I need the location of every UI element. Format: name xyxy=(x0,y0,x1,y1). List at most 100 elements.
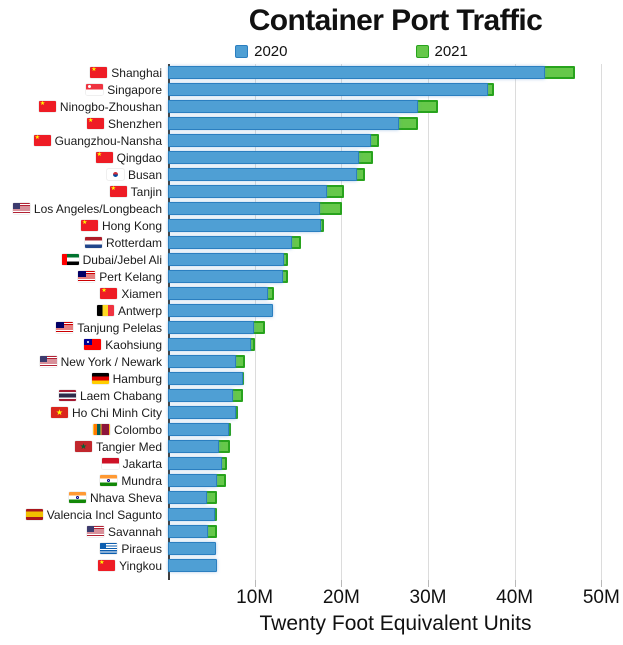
port-name: Shanghai xyxy=(111,65,162,80)
port-label: Ho Chi Minh City xyxy=(0,404,168,421)
bar-cell xyxy=(168,200,623,217)
bar-cell xyxy=(168,183,623,200)
legend-item-2020: 2020 xyxy=(235,42,288,60)
chart-row: Savannah xyxy=(0,523,623,540)
bar-cell xyxy=(168,506,623,523)
port-label: Pert Kelang xyxy=(0,268,168,285)
bar-2020 xyxy=(168,202,320,215)
legend-label-2020: 2020 xyxy=(254,42,288,60)
port-label: Valencia Incl Sagunto xyxy=(0,506,168,523)
chart-row: Piraeus xyxy=(0,540,623,557)
chart-row: Nhava Sheva xyxy=(0,489,623,506)
flag-cn-icon xyxy=(86,118,104,129)
port-name: Busan xyxy=(127,167,162,182)
port-label: Tanjin xyxy=(0,183,168,200)
port-name: Piraeus xyxy=(121,541,162,556)
port-label: Xiamen xyxy=(0,285,168,302)
chart-row: Kaohsiung xyxy=(0,336,623,353)
bar-2020 xyxy=(168,100,418,113)
bar-cell xyxy=(168,540,623,557)
port-label: Hamburg xyxy=(0,370,168,387)
bar-cell xyxy=(168,251,623,268)
flag-cn-icon xyxy=(38,101,56,112)
flag-my-icon xyxy=(78,271,96,282)
port-label: Piraeus xyxy=(0,540,168,557)
port-label: Savannah xyxy=(0,523,168,540)
flag-cn-icon xyxy=(80,220,98,231)
gridline xyxy=(428,64,429,580)
gridline xyxy=(514,64,516,580)
legend: 2020 2021 xyxy=(0,41,623,61)
flag-id-icon xyxy=(101,458,119,469)
bar-cell xyxy=(168,285,623,302)
flag-cn-icon xyxy=(109,186,127,197)
bar-cell xyxy=(168,98,623,115)
bar-2020 xyxy=(168,525,208,538)
plot-area: Shanghai Singapore Ninogbo-Zhoushan Sh xyxy=(0,64,623,580)
bar-2020 xyxy=(168,287,268,300)
bar-cell xyxy=(168,370,623,387)
flag-us-icon xyxy=(12,203,30,214)
port-name: Guangzhou-Nansha xyxy=(54,133,162,148)
axis-tick-label: 10M xyxy=(236,587,274,608)
flag-be-icon xyxy=(96,305,114,316)
port-label: Kaohsiung xyxy=(0,336,168,353)
bar-cell xyxy=(168,115,623,132)
chart-row: Tanjin xyxy=(0,183,623,200)
port-name: New York / Newark xyxy=(60,354,162,369)
port-label: Laem Chabang xyxy=(0,387,168,404)
legend-item-2021: 2021 xyxy=(415,43,468,60)
flag-ae-icon xyxy=(61,254,79,265)
axis-tick xyxy=(428,580,429,587)
port-name: Colombo xyxy=(113,422,162,437)
flag-kr-icon xyxy=(106,169,124,180)
chart-row: Colombo xyxy=(0,421,623,438)
chart-row: Hong Kong xyxy=(0,217,623,234)
bar-cell xyxy=(168,132,623,149)
flag-sg-icon xyxy=(86,84,104,95)
bar-cell xyxy=(168,319,623,336)
legend-swatch-2020-icon xyxy=(235,44,249,58)
flag-us-icon xyxy=(86,526,104,537)
flag-cn-icon xyxy=(98,560,116,571)
port-name: Mundra xyxy=(121,473,162,488)
chart-row: Yingkou xyxy=(0,557,623,574)
bar-cell xyxy=(168,217,623,234)
flag-cn-icon xyxy=(90,67,108,78)
chart-row: New York / Newark xyxy=(0,353,623,370)
chart-row: Laem Chabang xyxy=(0,387,623,404)
bar-2020 xyxy=(168,423,229,436)
chart-row: Rotterdam xyxy=(0,234,623,251)
bar-cell xyxy=(168,268,623,285)
gridline xyxy=(601,64,603,580)
flag-in-icon xyxy=(68,492,86,503)
chart-row: Guangzhou-Nansha xyxy=(0,132,623,149)
bar-cell xyxy=(168,81,623,98)
flag-my-icon xyxy=(56,322,74,333)
bar-2020 xyxy=(168,151,359,164)
flag-vn-icon xyxy=(50,407,68,418)
chart-row: Shanghai xyxy=(0,64,623,81)
bar-cell xyxy=(168,166,623,183)
flag-cn-icon xyxy=(95,152,113,163)
chart-row: Jakarta xyxy=(0,455,623,472)
port-name: Tanjin xyxy=(130,184,162,199)
port-label: Dubai/Jebel Ali xyxy=(0,251,168,268)
port-name: Rotterdam xyxy=(105,235,162,250)
bar-2020 xyxy=(168,559,218,572)
port-label: Yingkou xyxy=(0,557,168,574)
axis-tick xyxy=(254,580,256,587)
bar-2020 xyxy=(168,389,233,402)
port-label: Tanjung Pelelas xyxy=(0,319,168,336)
axis-tick-label: 40M xyxy=(496,587,534,608)
bar-2020 xyxy=(168,66,545,79)
flag-cn-icon xyxy=(100,288,118,299)
bar-cell xyxy=(168,404,623,421)
bar-2020 xyxy=(168,185,328,198)
bar-2020 xyxy=(168,508,215,521)
chart-row: Singapore xyxy=(0,81,623,98)
port-name: Dubai/Jebel Ali xyxy=(82,252,162,267)
port-label: Colombo xyxy=(0,421,168,438)
chart-row: Antwerp xyxy=(0,302,623,319)
